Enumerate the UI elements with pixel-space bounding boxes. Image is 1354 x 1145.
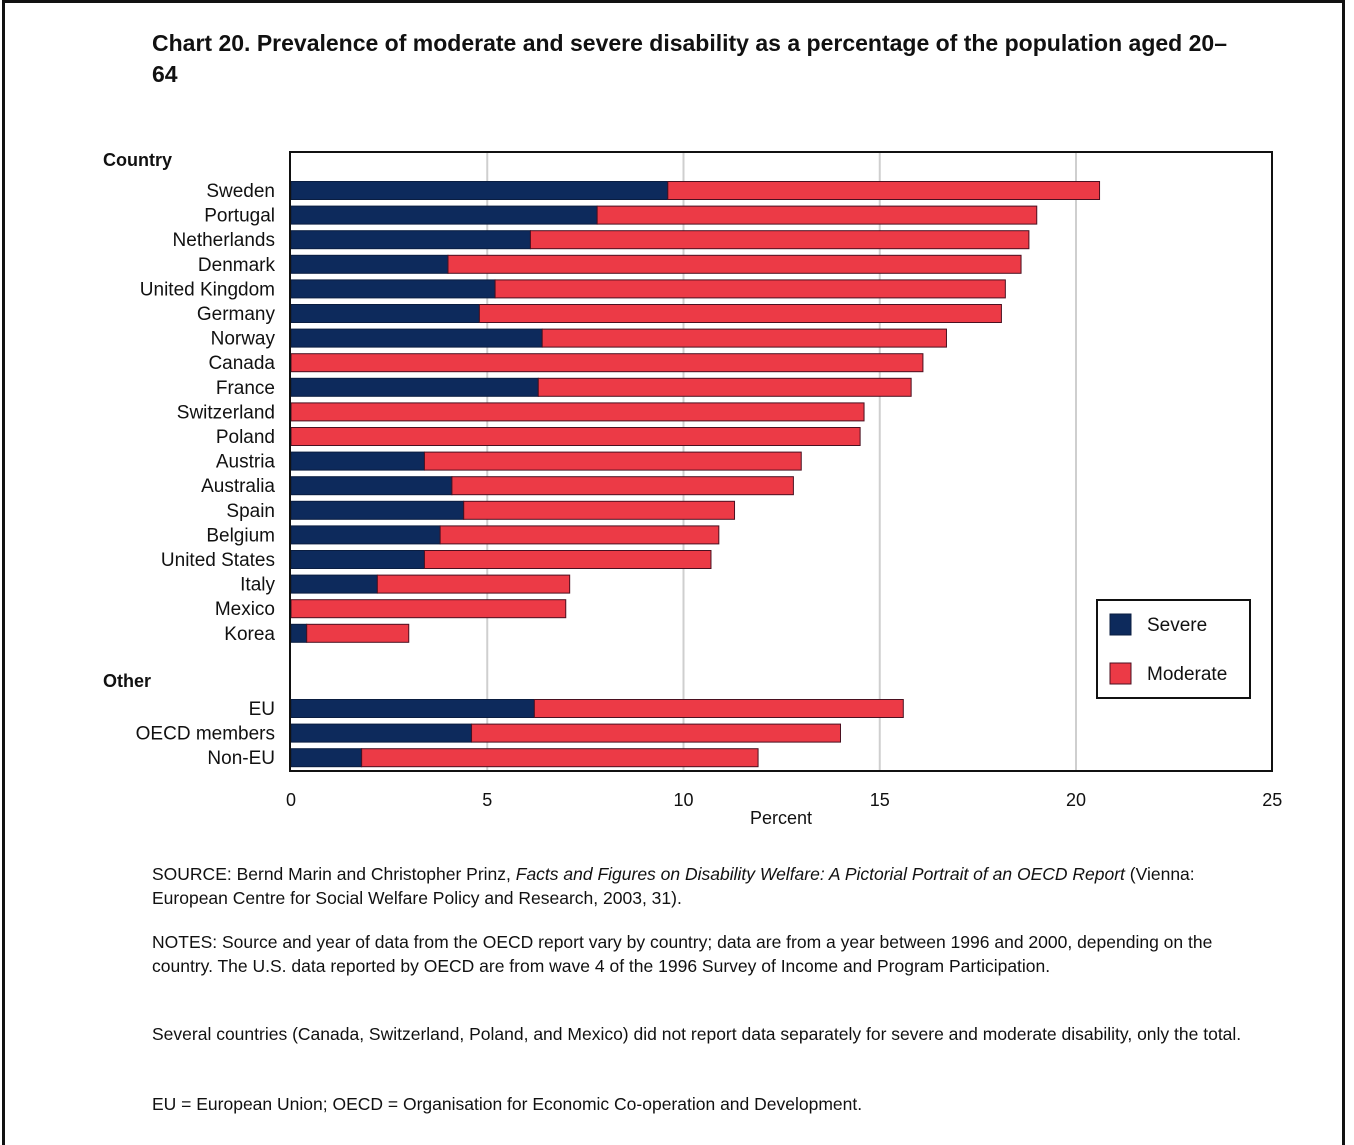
category-label: France <box>216 378 275 399</box>
bar-moderate <box>471 723 841 743</box>
category-label: Switzerland <box>177 402 275 423</box>
bar-severe <box>290 525 441 545</box>
source-suffix: (Vienna: European Centre for Social Welf… <box>152 864 1195 908</box>
x-tick-label: 0 <box>286 790 296 810</box>
category-label: Norway <box>211 329 276 350</box>
bar-severe <box>290 451 425 471</box>
category-label: Germany <box>197 304 276 325</box>
legend-swatch <box>1109 613 1132 636</box>
plot-frame <box>289 151 1273 772</box>
bar-moderate <box>376 574 571 594</box>
category-label: EU <box>249 699 275 720</box>
x-tick-label: 15 <box>870 790 890 810</box>
bar-moderate <box>463 500 736 520</box>
category-label: United States <box>161 550 275 571</box>
legend-swatch <box>1109 662 1132 685</box>
chart: Sweden Portugal Netherlands Denmark United K… <box>103 150 1282 828</box>
bar-moderate <box>290 599 567 619</box>
bar-severe <box>290 699 535 718</box>
source-prefix: SOURCE: Bernd Marin and Christopher Prin… <box>152 864 516 884</box>
bar-moderate <box>447 254 1022 274</box>
bar-severe <box>290 279 496 299</box>
category-label: Australia <box>201 476 275 497</box>
category-labels: Sweden Portugal Netherlands Denmark United K… <box>103 150 275 769</box>
bar-severe <box>290 377 539 397</box>
bar-moderate <box>290 402 865 422</box>
bar-moderate <box>361 748 759 768</box>
x-axis-label: Percent <box>750 808 812 828</box>
bar-severe <box>290 304 480 323</box>
bar-severe <box>290 623 308 643</box>
category-label: Poland <box>216 427 275 448</box>
category-label: Mexico <box>215 599 275 620</box>
bar-moderate <box>478 304 1002 323</box>
group-label: Other <box>103 671 151 691</box>
category-label: Sweden <box>206 181 275 202</box>
category-label: Canada <box>208 353 275 374</box>
bar-moderate <box>423 550 712 569</box>
bar-moderate <box>529 230 1030 250</box>
bar-severe <box>290 181 669 200</box>
bar-moderate <box>290 353 924 373</box>
bar-moderate <box>451 476 794 496</box>
category-label: Italy <box>240 575 275 596</box>
bar-moderate <box>533 699 904 718</box>
category-label: Austria <box>216 452 276 473</box>
category-label: Spain <box>226 501 275 522</box>
category-label: Denmark <box>198 255 276 276</box>
bar-moderate <box>306 623 410 643</box>
x-tick-label: 20 <box>1066 790 1086 810</box>
bar-moderate <box>423 451 802 471</box>
legend: Severe Moderate <box>1096 599 1251 699</box>
category-label: Portugal <box>204 206 275 227</box>
bar-moderate <box>541 328 947 348</box>
bar-moderate <box>667 181 1101 200</box>
category-label: Non-EU <box>207 748 275 769</box>
bar-severe <box>290 230 531 250</box>
bar-severe <box>290 254 449 274</box>
x-axis: 0 5 10 15 20 25 Percent <box>286 151 1282 828</box>
bar-moderate <box>290 427 861 446</box>
bar-severe <box>290 205 598 225</box>
bar-severe <box>290 476 453 496</box>
bars <box>290 181 1101 768</box>
x-tick-label: 25 <box>1262 790 1282 810</box>
several-countries-note: Several countries (Canada, Switzerland, … <box>152 1024 1242 1044</box>
x-tick-label: 10 <box>673 790 693 810</box>
legend-label: Moderate <box>1147 664 1227 685</box>
x-tick-label: 5 <box>482 790 492 810</box>
bar-moderate <box>439 525 720 545</box>
bar-severe <box>290 328 543 348</box>
category-label: OECD members <box>136 724 275 745</box>
category-label: Belgium <box>206 525 275 546</box>
legend-label: Severe <box>1147 615 1207 636</box>
bar-severe <box>290 723 473 743</box>
bar-moderate <box>596 205 1038 225</box>
category-label: United Kingdom <box>140 279 275 300</box>
source-title: Facts and Figures on Disability Welfare:… <box>515 864 1125 884</box>
bar-moderate <box>537 377 912 397</box>
bar-severe <box>290 500 465 520</box>
notes-text: NOTES: Source and year of data from the … <box>152 932 1213 976</box>
category-label: Netherlands <box>173 230 275 251</box>
group-label: Country <box>103 150 172 170</box>
bar-moderate <box>494 279 1006 299</box>
abbreviations-note: EU = European Union; OECD = Organisation… <box>152 1094 863 1114</box>
bar-severe <box>290 550 425 569</box>
source-note: SOURCE: Bernd Marin and Christopher Prin… <box>152 862 1242 910</box>
bar-severe <box>290 748 363 768</box>
chart-title: Chart 20. Prevalence of moderate and sev… <box>152 30 1227 87</box>
category-label: Korea <box>224 624 275 645</box>
bar-severe <box>290 574 378 594</box>
